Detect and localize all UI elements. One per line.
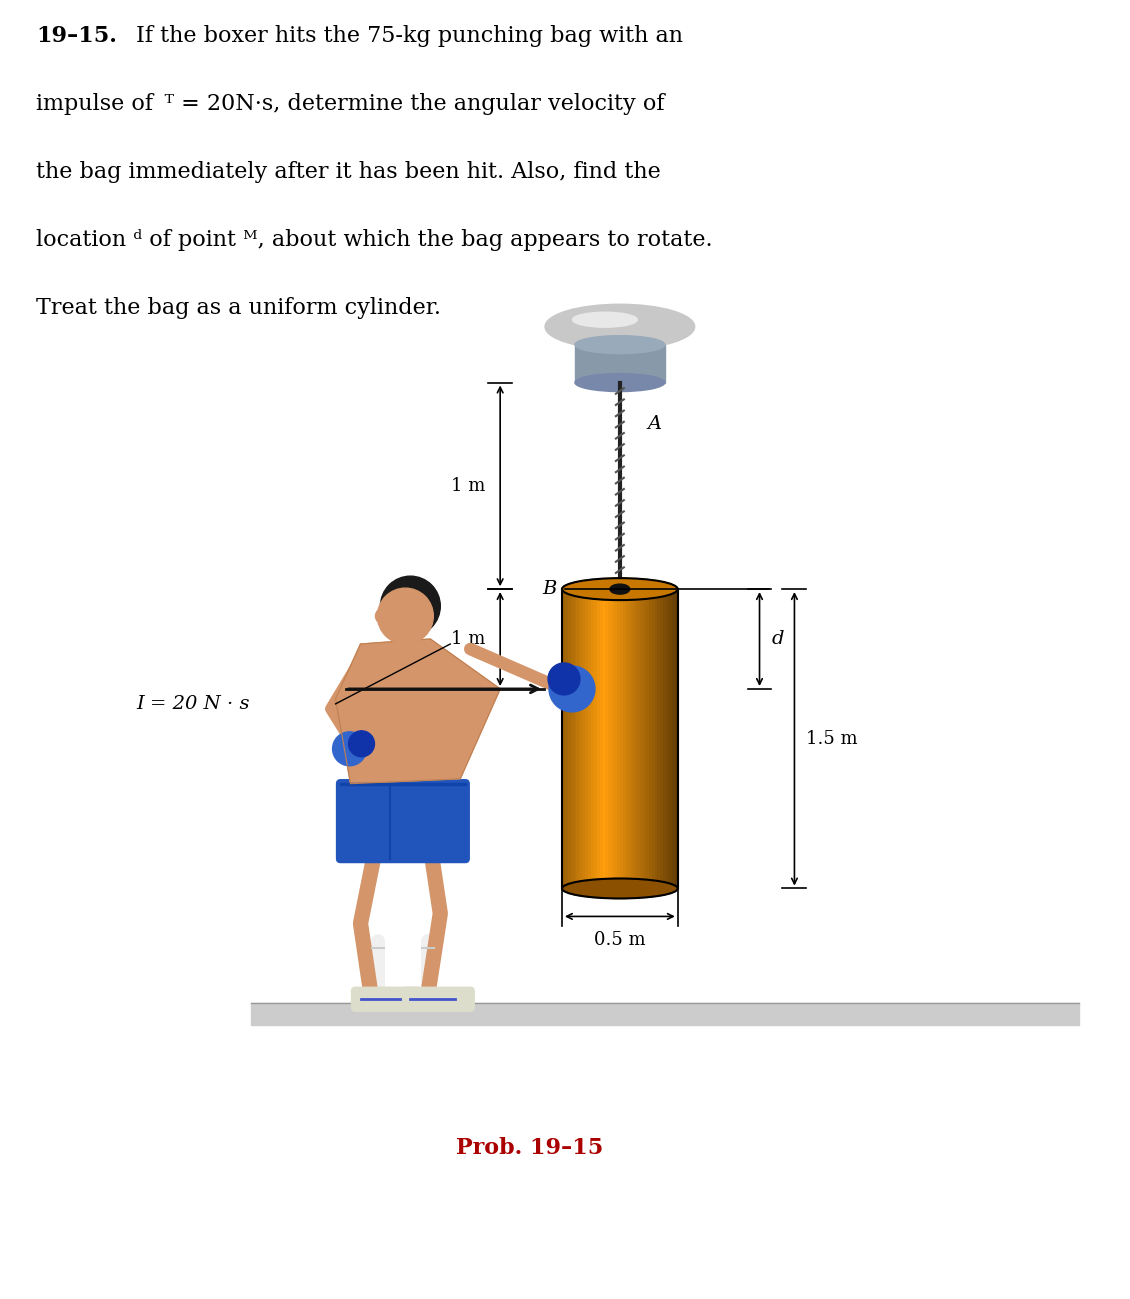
Bar xyxy=(574,590,576,889)
Ellipse shape xyxy=(562,878,678,899)
Text: If the boxer hits the 75-kg punching bag with an: If the boxer hits the 75-kg punching bag… xyxy=(136,26,683,47)
Bar xyxy=(594,590,597,889)
Bar xyxy=(582,590,585,889)
Bar xyxy=(606,590,608,889)
Ellipse shape xyxy=(545,304,695,349)
Bar xyxy=(626,590,628,889)
Bar xyxy=(602,590,606,889)
Bar xyxy=(567,590,571,889)
Bar xyxy=(643,590,646,889)
Bar xyxy=(562,590,678,889)
Bar xyxy=(646,590,649,889)
Circle shape xyxy=(548,662,580,695)
Ellipse shape xyxy=(575,335,664,353)
Text: Prob. 19–15: Prob. 19–15 xyxy=(457,1137,603,1159)
Bar xyxy=(637,590,640,889)
FancyBboxPatch shape xyxy=(351,987,421,1011)
Text: location ᵈ of point ᴹ, about which the bag appears to rotate.: location ᵈ of point ᴹ, about which the b… xyxy=(36,229,713,251)
Bar xyxy=(669,590,672,889)
Ellipse shape xyxy=(610,585,629,594)
FancyBboxPatch shape xyxy=(337,779,469,863)
Bar xyxy=(617,590,620,889)
Bar xyxy=(658,590,660,889)
Bar xyxy=(667,590,669,889)
Circle shape xyxy=(348,731,374,757)
Bar xyxy=(652,590,654,889)
Bar xyxy=(614,590,617,889)
Text: d: d xyxy=(772,630,784,648)
Text: 1 m: 1 m xyxy=(451,630,485,648)
Bar xyxy=(565,590,567,889)
Text: I = 20 N · s: I = 20 N · s xyxy=(136,695,250,713)
Bar xyxy=(632,590,634,889)
Circle shape xyxy=(375,608,391,624)
Circle shape xyxy=(381,577,441,637)
Bar xyxy=(576,590,580,889)
Bar xyxy=(675,590,678,889)
Bar xyxy=(672,590,675,889)
Bar xyxy=(597,590,600,889)
Text: 1 m: 1 m xyxy=(451,477,485,495)
Bar xyxy=(591,590,594,889)
Bar xyxy=(580,590,582,889)
Circle shape xyxy=(332,731,366,765)
Circle shape xyxy=(377,588,433,644)
Bar xyxy=(628,590,632,889)
Text: impulse of  ᵀ = 20N·s, determine the angular velocity of: impulse of ᵀ = 20N·s, determine the angu… xyxy=(36,94,664,116)
Bar xyxy=(575,344,664,383)
Ellipse shape xyxy=(573,312,637,327)
Bar xyxy=(620,590,623,889)
FancyBboxPatch shape xyxy=(401,987,475,1011)
Ellipse shape xyxy=(575,374,664,391)
Bar xyxy=(251,1003,1079,1025)
Bar xyxy=(640,590,643,889)
Bar xyxy=(585,590,588,889)
Ellipse shape xyxy=(562,578,678,600)
Bar xyxy=(608,590,611,889)
Bar xyxy=(588,590,591,889)
Text: 1.5 m: 1.5 m xyxy=(807,730,858,748)
Bar xyxy=(654,590,658,889)
Bar xyxy=(562,590,565,889)
Bar xyxy=(600,590,602,889)
Text: the bag immediately after it has been hit. Also, find the: the bag immediately after it has been hi… xyxy=(36,161,661,183)
Bar xyxy=(571,590,574,889)
Circle shape xyxy=(549,666,594,712)
Bar xyxy=(623,590,626,889)
Text: B: B xyxy=(542,581,556,598)
Text: 0.5 m: 0.5 m xyxy=(594,931,645,950)
Text: Treat the bag as a uniform cylinder.: Treat the bag as a uniform cylinder. xyxy=(36,296,442,318)
Text: A: A xyxy=(647,416,662,434)
Polygon shape xyxy=(336,639,501,783)
Bar xyxy=(660,590,663,889)
Text: 19–15.: 19–15. xyxy=(36,26,118,47)
Bar xyxy=(649,590,652,889)
Bar xyxy=(663,590,667,889)
Bar xyxy=(611,590,614,889)
Bar xyxy=(634,590,637,889)
